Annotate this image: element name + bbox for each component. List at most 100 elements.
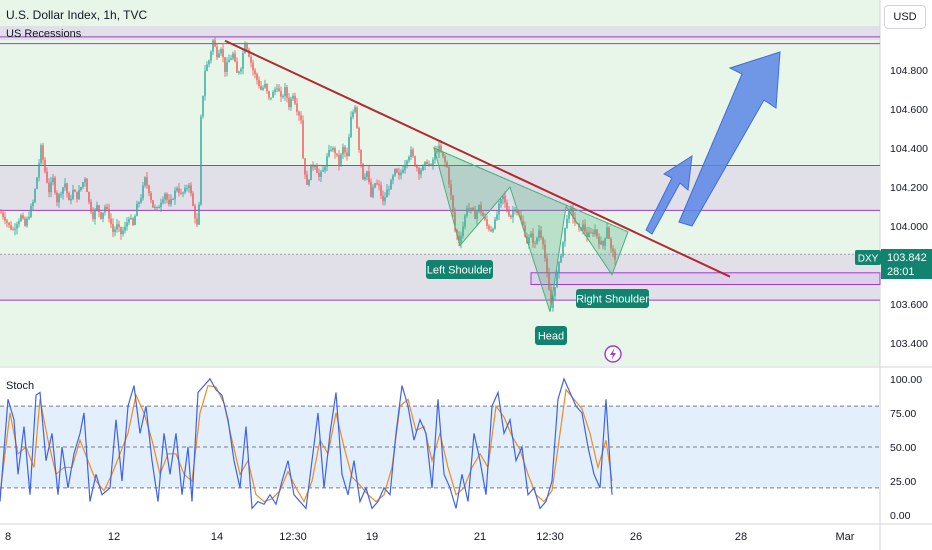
candle-body bbox=[470, 207, 472, 209]
candle-body bbox=[514, 209, 516, 212]
candle-body bbox=[376, 183, 378, 185]
candle-body bbox=[34, 189, 36, 202]
candle-body bbox=[330, 149, 332, 151]
candle-body bbox=[598, 236, 600, 245]
candle-body bbox=[4, 216, 6, 221]
last-price-tag: 103.842 28:01 bbox=[881, 249, 932, 279]
candle-body bbox=[344, 146, 346, 153]
candle-body bbox=[570, 208, 572, 211]
candle-body bbox=[484, 216, 486, 220]
candle-body bbox=[126, 222, 128, 227]
candle-body bbox=[348, 137, 350, 157]
candle-body bbox=[288, 97, 290, 108]
candle-body bbox=[130, 218, 132, 220]
candle-body bbox=[230, 58, 232, 60]
candle-body bbox=[464, 215, 466, 227]
candle-body bbox=[214, 40, 216, 47]
candle-body bbox=[204, 70, 206, 96]
svg-text:Right Shoulder: Right Shoulder bbox=[576, 294, 649, 306]
candle-body bbox=[424, 161, 426, 166]
candle-body bbox=[336, 153, 338, 156]
candle-body bbox=[388, 189, 390, 191]
stoch-tick-label: 25.00 bbox=[890, 476, 916, 488]
candle-body bbox=[462, 226, 464, 237]
candle-body bbox=[256, 73, 258, 80]
candle-body bbox=[446, 162, 448, 168]
price-tick-label: 104.000 bbox=[890, 221, 928, 233]
candle-body bbox=[406, 160, 408, 165]
candle-body bbox=[56, 192, 58, 203]
candle-body bbox=[418, 168, 420, 175]
candle-body bbox=[384, 197, 386, 202]
candle-body bbox=[176, 188, 178, 191]
candle-body bbox=[178, 188, 180, 193]
candle-body bbox=[350, 117, 352, 138]
candle-body bbox=[594, 229, 596, 234]
candle-body bbox=[270, 97, 272, 99]
candle-body bbox=[138, 202, 140, 204]
candle-body bbox=[84, 178, 86, 183]
candle-body bbox=[568, 210, 570, 219]
candle-body bbox=[612, 248, 614, 252]
currency-button[interactable]: USD bbox=[884, 5, 926, 29]
candle-body bbox=[512, 211, 514, 218]
candle-body bbox=[382, 195, 384, 202]
candle-body bbox=[454, 212, 456, 230]
candle-body bbox=[606, 227, 608, 239]
candle-body bbox=[236, 61, 238, 73]
candle-body bbox=[262, 87, 264, 90]
candle-body bbox=[466, 208, 468, 216]
candle-body bbox=[302, 120, 304, 159]
candle-body bbox=[352, 112, 354, 118]
candle-body bbox=[420, 170, 422, 175]
candle-body bbox=[308, 180, 310, 185]
candle-body bbox=[18, 220, 20, 225]
candle-body bbox=[448, 167, 450, 185]
lightning-icon[interactable] bbox=[604, 345, 622, 363]
candle-body bbox=[442, 151, 444, 157]
candle-body bbox=[186, 187, 188, 189]
candle-body bbox=[216, 46, 218, 58]
candle-body bbox=[372, 187, 374, 197]
candle-body bbox=[80, 187, 82, 190]
candle-body bbox=[172, 199, 174, 201]
candle-body bbox=[548, 272, 550, 290]
candle-body bbox=[152, 200, 154, 208]
stoch-tick-label: 100.00 bbox=[890, 374, 922, 386]
candle-body bbox=[90, 201, 92, 212]
right-shoulder-label[interactable]: Right Shoulder bbox=[576, 289, 649, 308]
candle-body bbox=[198, 204, 200, 225]
candle-body bbox=[36, 177, 38, 190]
candle-body bbox=[76, 191, 78, 200]
candle-body bbox=[322, 170, 324, 172]
candle-body bbox=[400, 172, 402, 176]
candle-body bbox=[146, 177, 148, 186]
candle-body bbox=[356, 107, 358, 129]
candle-body bbox=[586, 231, 588, 238]
head-label[interactable]: Head bbox=[535, 326, 567, 345]
candle-body bbox=[592, 232, 594, 234]
candle-body bbox=[16, 224, 18, 229]
candle-body bbox=[552, 296, 554, 308]
candle-body bbox=[426, 161, 428, 165]
candle-body bbox=[68, 193, 70, 201]
left-shoulder-label[interactable]: Left Shoulder bbox=[426, 260, 493, 279]
large-arrow bbox=[678, 51, 781, 227]
candle-body bbox=[310, 164, 312, 181]
candle-body bbox=[78, 189, 80, 200]
candle-body bbox=[20, 215, 22, 221]
chart-title: U.S. Dollar Index, 1h, TVC bbox=[6, 8, 148, 22]
candle-body bbox=[334, 148, 336, 154]
candle-body bbox=[142, 185, 144, 199]
candle-body bbox=[276, 88, 278, 90]
small-arrow bbox=[645, 155, 693, 235]
candle-body bbox=[506, 202, 508, 212]
candle-body bbox=[342, 146, 344, 155]
candle-body bbox=[316, 165, 318, 173]
recession-band bbox=[0, 26, 880, 40]
candle-body bbox=[280, 91, 282, 97]
candle-body bbox=[498, 203, 500, 215]
time-tick-label: 26 bbox=[630, 531, 642, 543]
candle-body bbox=[530, 233, 532, 238]
